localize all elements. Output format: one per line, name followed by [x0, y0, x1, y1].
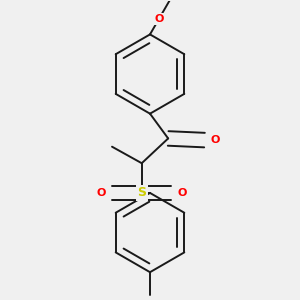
Text: O: O — [97, 188, 106, 198]
Text: S: S — [137, 186, 146, 200]
Text: O: O — [154, 14, 164, 24]
Text: O: O — [210, 135, 220, 145]
Text: O: O — [177, 188, 187, 198]
